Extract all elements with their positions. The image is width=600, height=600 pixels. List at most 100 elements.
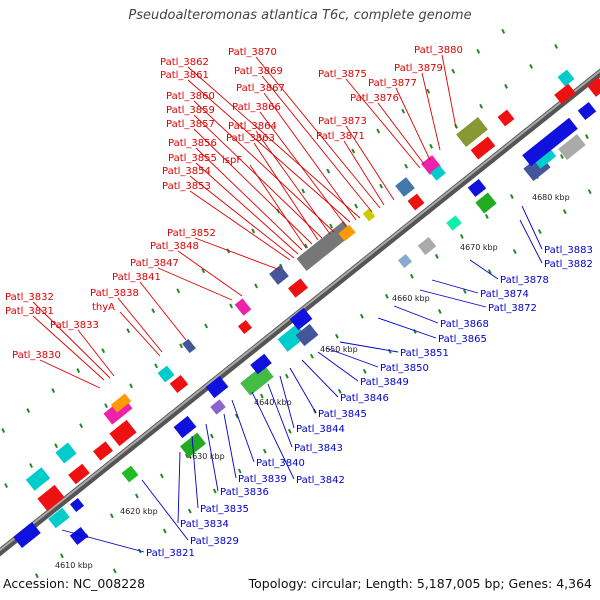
upper-gene-label: Patl_3830 <box>12 350 61 361</box>
lower-gene-label: Patl_3883 <box>544 245 593 256</box>
track-tick <box>451 68 456 74</box>
gene-block <box>497 109 515 127</box>
kbp-tick-label: 4650 kbp <box>320 345 358 354</box>
gene-block <box>173 415 197 439</box>
gene-block <box>417 236 437 256</box>
track-tick <box>487 269 492 274</box>
gene-block <box>69 526 89 546</box>
lower-gene-label: Patl_3844 <box>296 424 345 435</box>
track-tick <box>562 209 567 215</box>
track-tick <box>1 428 6 433</box>
lower-gene-label: Patl_3878 <box>500 275 549 286</box>
gene-block <box>338 224 356 242</box>
lower-leader-line <box>61 529 145 553</box>
track-tick <box>404 163 408 169</box>
lower-leader-line <box>267 383 293 448</box>
gene-block <box>395 177 415 197</box>
gene-block <box>277 324 307 352</box>
upper-gene-label: Patl_3853 <box>162 181 211 192</box>
gene-block <box>182 338 196 354</box>
track-tick <box>212 488 217 494</box>
upper-gene-label: Patl_3866 <box>232 102 281 113</box>
gene-block <box>234 298 252 316</box>
summary-text: Topology: circular; Length: 5,187,005 bp… <box>248 576 592 591</box>
track-tick <box>154 363 158 369</box>
upper-gene-label: Patl_3848 <box>150 241 199 252</box>
upper-gene-label: Patl_3860 <box>166 91 215 102</box>
track-tick <box>229 303 233 309</box>
upper-gene-label: Patl_3852 <box>167 228 216 239</box>
upper-leader-line <box>189 175 295 259</box>
track-tick <box>360 313 364 319</box>
genome-backbone-highlight <box>0 69 600 552</box>
gene-block <box>48 507 70 529</box>
track-tick <box>235 413 239 419</box>
gene-block <box>554 83 576 105</box>
gene-block <box>531 145 557 169</box>
track-tick <box>4 483 8 489</box>
kbp-tick-label: 4670 kbp <box>460 243 498 252</box>
upper-gene-labels: Patl_3830 Patl_3831 Patl_3832 Patl_3833 thyA… <box>5 45 463 361</box>
gene-block <box>269 265 289 285</box>
track-tick <box>354 203 358 209</box>
upper-gene-label: Patl_3833 <box>50 320 99 331</box>
track-tick <box>251 228 256 234</box>
lower-leader-line <box>279 375 295 429</box>
track-tick <box>585 134 589 140</box>
gene-block <box>205 375 229 399</box>
track-tick <box>337 388 342 394</box>
lower-gene-label: Patl_3835 <box>200 504 249 515</box>
lower-leader-line <box>141 479 189 541</box>
upper-leader-line <box>39 359 101 389</box>
kbp-tick-label: 4610 kbp <box>55 561 93 570</box>
lower-leader-line <box>251 391 295 480</box>
track-tick <box>379 183 383 189</box>
track-tick <box>54 443 58 449</box>
upper-leader-line <box>259 111 347 227</box>
track-tick <box>460 233 464 239</box>
track-tick <box>387 348 392 354</box>
track-tick <box>401 108 406 114</box>
lower-leader-line <box>191 435 199 509</box>
upper-leader-line <box>119 311 161 357</box>
track-tick <box>326 168 331 174</box>
lower-gene-label: Patl_3842 <box>296 475 345 486</box>
track-tick <box>560 154 564 160</box>
track-tick <box>501 28 506 34</box>
lower-gene-label: Patl_3865 <box>438 334 487 345</box>
upper-leader-line <box>421 72 441 151</box>
track-tick <box>429 143 433 149</box>
gene-block <box>362 208 376 222</box>
track-tick <box>187 508 192 514</box>
lower-gene-label: Patl_3840 <box>256 458 305 469</box>
lower-gene-label: Patl_3834 <box>180 519 229 530</box>
lower-gene-label: Patl_3843 <box>294 443 343 454</box>
gene-block <box>467 178 487 198</box>
lower-gene-label: Patl_3845 <box>318 409 367 420</box>
gene-block <box>25 467 51 491</box>
gene-block <box>577 101 597 121</box>
track-tick <box>504 83 508 89</box>
track-tick <box>335 333 339 339</box>
lower-gene-label: Patl_3851 <box>400 348 449 359</box>
upper-leader-line <box>195 147 303 251</box>
gene-block <box>169 374 189 394</box>
track-tick <box>301 188 306 194</box>
lower-leader-line <box>205 423 219 492</box>
track-tick <box>79 423 83 429</box>
track-tick <box>287 428 292 434</box>
track-tick <box>179 343 183 349</box>
upper-leader-line <box>157 267 233 301</box>
gene-block <box>93 441 113 461</box>
upper-leader-line <box>261 75 373 213</box>
kbp-tick-label: 4680 kbp <box>532 193 570 202</box>
lower-gene-label: Patl_3850 <box>380 363 429 374</box>
upper-leader-line <box>32 315 105 381</box>
upper-leader-line <box>32 301 111 379</box>
lower-gene-label: Patl_3849 <box>360 377 409 388</box>
gene-block <box>558 134 586 160</box>
upper-gene-label: Patl_3863 <box>226 133 275 144</box>
lower-leader-line <box>431 279 479 294</box>
upper-gene-label: Patl_3873 <box>318 116 367 127</box>
